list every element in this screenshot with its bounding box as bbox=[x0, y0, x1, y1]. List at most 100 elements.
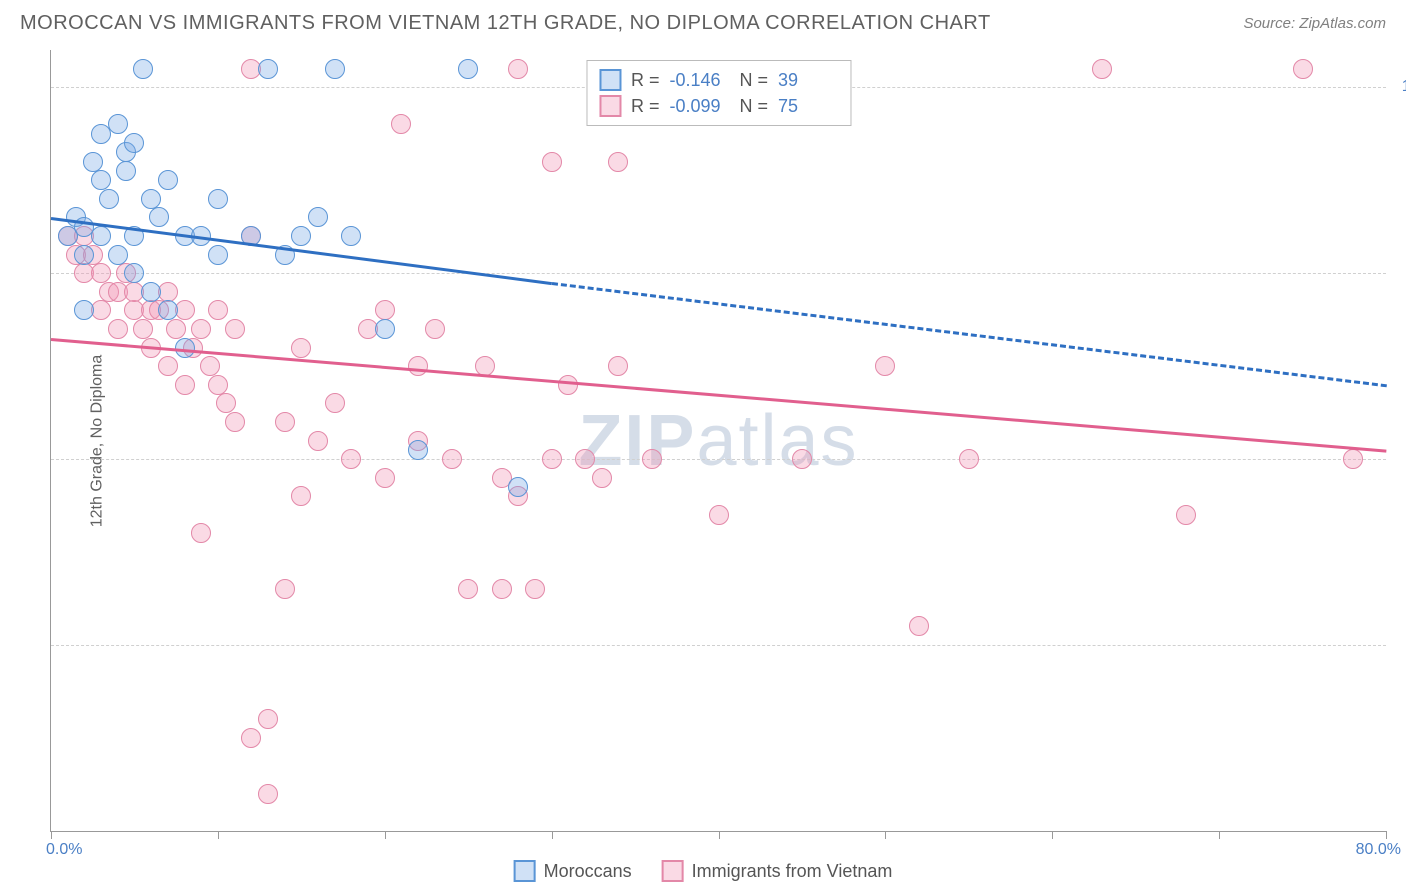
y-tick-label: 80.0% bbox=[1396, 450, 1406, 468]
legend-label-2: Immigrants from Vietnam bbox=[692, 861, 893, 882]
gridline bbox=[51, 645, 1386, 646]
data-point bbox=[275, 412, 295, 432]
data-point bbox=[375, 300, 395, 320]
data-point bbox=[709, 505, 729, 525]
data-point bbox=[108, 319, 128, 339]
data-point bbox=[241, 728, 261, 748]
data-point bbox=[225, 319, 245, 339]
header: MOROCCAN VS IMMIGRANTS FROM VIETNAM 12TH… bbox=[0, 0, 1406, 35]
data-point bbox=[200, 356, 220, 376]
x-tick bbox=[51, 831, 52, 839]
stats-legend-box: R = -0.146 N = 39 R = -0.099 N = 75 bbox=[586, 60, 851, 126]
data-point bbox=[608, 152, 628, 172]
data-point bbox=[208, 245, 228, 265]
data-point bbox=[1176, 505, 1196, 525]
x-tick bbox=[1219, 831, 1220, 839]
data-point bbox=[258, 59, 278, 79]
gridline bbox=[51, 273, 1386, 274]
data-point bbox=[208, 300, 228, 320]
data-point bbox=[258, 709, 278, 729]
data-point bbox=[308, 431, 328, 451]
data-point bbox=[175, 375, 195, 395]
x-tick bbox=[1386, 831, 1387, 839]
source-label: Source: ZipAtlas.com bbox=[1243, 15, 1386, 32]
data-point bbox=[133, 59, 153, 79]
data-point bbox=[158, 170, 178, 190]
gridline bbox=[51, 459, 1386, 460]
data-point bbox=[291, 486, 311, 506]
n-value-2: 75 bbox=[778, 96, 838, 117]
data-point bbox=[408, 440, 428, 460]
x-min-label: 0.0% bbox=[46, 841, 82, 859]
data-point bbox=[458, 59, 478, 79]
data-point bbox=[375, 319, 395, 339]
data-point bbox=[325, 59, 345, 79]
data-point bbox=[792, 449, 812, 469]
r-value-1: -0.146 bbox=[670, 70, 730, 91]
stats-row-1: R = -0.146 N = 39 bbox=[599, 67, 838, 93]
data-point bbox=[341, 226, 361, 246]
data-point bbox=[216, 393, 236, 413]
n-value-1: 39 bbox=[778, 70, 838, 91]
data-point bbox=[74, 245, 94, 265]
chart-area: 12th Grade, No Diploma ZIPatlas R = -0.1… bbox=[50, 50, 1386, 832]
data-point bbox=[141, 282, 161, 302]
data-point bbox=[99, 189, 119, 209]
data-point bbox=[108, 114, 128, 134]
y-tick-label: 100.0% bbox=[1396, 78, 1406, 96]
r-label: R = bbox=[631, 70, 660, 91]
plot-area bbox=[51, 50, 1386, 831]
data-point bbox=[208, 375, 228, 395]
data-point bbox=[191, 319, 211, 339]
data-point bbox=[258, 784, 278, 804]
r-label-2: R = bbox=[631, 96, 660, 117]
data-point bbox=[149, 207, 169, 227]
x-max-label: 80.0% bbox=[1356, 841, 1401, 859]
legend-swatch-2-icon bbox=[662, 860, 684, 882]
swatch-1-icon bbox=[599, 69, 621, 91]
data-point bbox=[492, 579, 512, 599]
trend-line bbox=[51, 338, 1386, 453]
data-point bbox=[575, 449, 595, 469]
x-tick bbox=[552, 831, 553, 839]
data-point bbox=[408, 356, 428, 376]
data-point bbox=[141, 189, 161, 209]
data-point bbox=[341, 449, 361, 469]
x-tick bbox=[385, 831, 386, 839]
data-point bbox=[375, 468, 395, 488]
data-point bbox=[508, 477, 528, 497]
data-point bbox=[508, 59, 528, 79]
data-point bbox=[608, 356, 628, 376]
data-point bbox=[391, 114, 411, 134]
data-point bbox=[124, 263, 144, 283]
n-label: N = bbox=[740, 70, 769, 91]
data-point bbox=[124, 133, 144, 153]
x-tick bbox=[1052, 831, 1053, 839]
data-point bbox=[166, 319, 186, 339]
trend-line bbox=[551, 282, 1386, 387]
data-point bbox=[1293, 59, 1313, 79]
data-point bbox=[108, 245, 128, 265]
data-point bbox=[191, 523, 211, 543]
data-point bbox=[116, 161, 136, 181]
stats-row-2: R = -0.099 N = 75 bbox=[599, 93, 838, 119]
x-tick bbox=[218, 831, 219, 839]
r-value-2: -0.099 bbox=[670, 96, 730, 117]
x-tick bbox=[885, 831, 886, 839]
data-point bbox=[442, 449, 462, 469]
data-point bbox=[74, 300, 94, 320]
data-point bbox=[158, 356, 178, 376]
data-point bbox=[308, 207, 328, 227]
chart-title: MOROCCAN VS IMMIGRANTS FROM VIETNAM 12TH… bbox=[20, 12, 991, 35]
data-point bbox=[875, 356, 895, 376]
data-point bbox=[909, 616, 929, 636]
data-point bbox=[542, 152, 562, 172]
data-point bbox=[91, 170, 111, 190]
data-point bbox=[642, 449, 662, 469]
data-point bbox=[325, 393, 345, 413]
data-point bbox=[1343, 449, 1363, 469]
data-point bbox=[175, 338, 195, 358]
y-tick-label: 70.0% bbox=[1396, 636, 1406, 654]
data-point bbox=[1092, 59, 1112, 79]
legend-item-2: Immigrants from Vietnam bbox=[662, 860, 893, 882]
